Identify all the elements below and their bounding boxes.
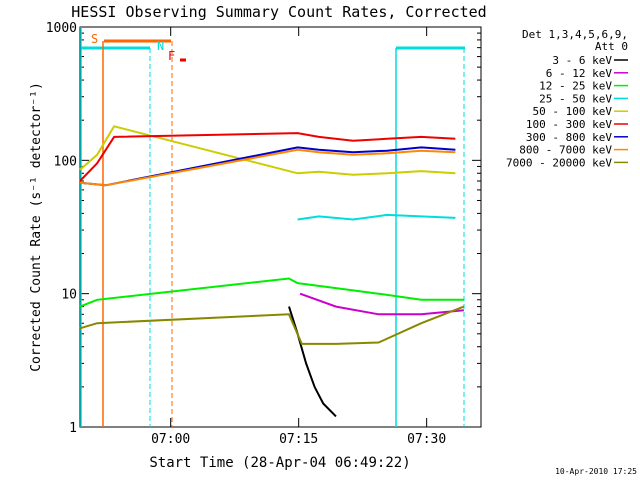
generation-timestamp: 10-Apr-2010 17:25 [555,467,637,476]
flag-s: S [91,32,98,46]
x-axis: 07:00 07:15 07:30 [151,27,446,447]
series-line [297,213,456,221]
series-line [79,305,465,345]
legend-header: Det 1,3,4,5,6,9, [522,28,628,41]
y-tick-label: 1 [69,421,77,436]
x-tick-label: 07:30 [407,432,446,447]
legend-label: 6 - 12 keV [546,67,613,80]
series-line [299,292,464,316]
series-line [79,148,456,187]
y-axis: 1 10 100 1000 [46,21,481,436]
x-axis-label: Start Time (28-Apr-04 06:49:22) [149,455,410,471]
y-tick-label: 1000 [46,21,77,36]
series-layer [79,125,465,418]
series-line [288,306,337,418]
flag-f: F [168,49,175,63]
legend-label: 7000 - 20000 keV [506,156,612,169]
legend-label: 12 - 25 keV [539,80,612,93]
flag-n: N [157,39,164,53]
y-tick-label: 10 [61,288,77,303]
legend-label: 50 - 100 keV [533,105,613,118]
legend-header: Att 0 [595,40,628,53]
series-line [79,277,464,308]
legend-label: 3 - 6 keV [552,54,612,67]
chart-title: HESSI Observing Summary Count Rates, Cor… [71,3,486,21]
legend-label: 800 - 7000 keV [519,144,612,157]
legend-label: 25 - 50 keV [539,92,612,105]
legend-label: 300 - 800 keV [526,131,612,144]
series-line [79,125,456,176]
x-tick-label: 07:15 [279,432,318,447]
x-tick-label: 07:00 [151,432,190,447]
series-line [79,132,456,182]
y-axis-label: Corrected Count Rate (s⁻¹ detector⁻¹) [29,82,44,372]
observing-markers: S NF [80,27,465,427]
legend-label: 100 - 300 keV [526,118,612,131]
plot-frame [79,26,482,428]
y-tick-label: 100 [54,154,77,169]
